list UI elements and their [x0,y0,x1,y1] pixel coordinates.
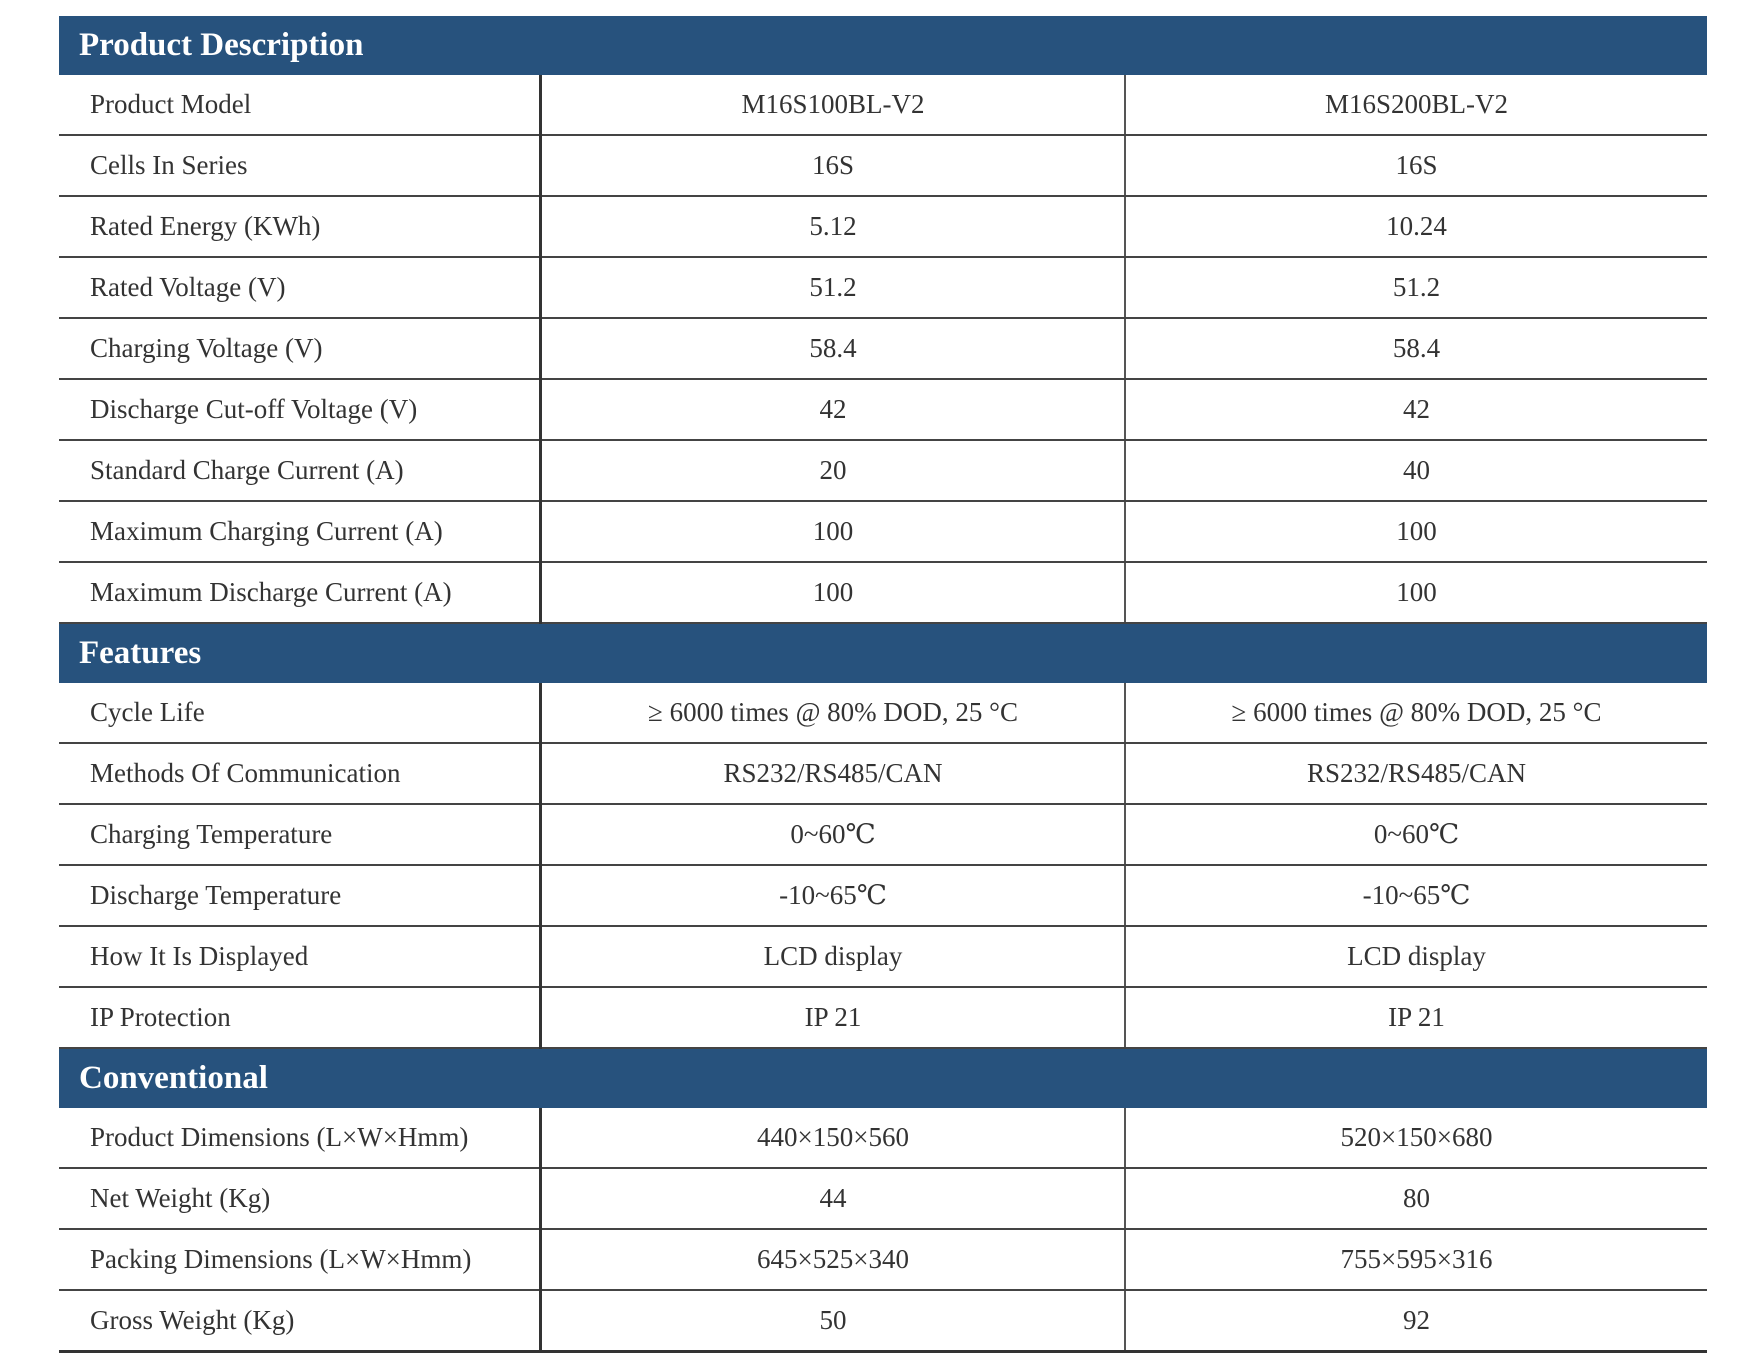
value-model-1: 5.12 [539,196,1126,258]
value-model-1: 44 [539,1168,1126,1230]
value-model-2: 58.4 [1125,318,1707,380]
value-model-1: -10~65℃ [539,865,1126,927]
table-row: Rated Voltage (V) 51.2 51.2 [59,257,1707,319]
value-model-2: 80 [1125,1168,1707,1230]
row-label: Gross Weight (Kg) [59,1290,541,1353]
value-model-1: IP 21 [539,987,1126,1049]
row-label: Net Weight (Kg) [59,1168,541,1230]
value-model-1: 0~60℃ [539,804,1126,866]
row-label: Product Dimensions (L×W×Hmm) [59,1108,541,1169]
section-header-conventional: Conventional [59,1048,1707,1108]
row-label: Cycle Life [59,683,541,744]
row-label: Standard Charge Current (A) [59,440,541,502]
row-label: Rated Energy (KWh) [59,196,541,258]
row-label: Rated Voltage (V) [59,257,541,319]
value-model-2: 51.2 [1125,257,1707,319]
row-label: Cells In Series [59,135,541,197]
value-model-2: 92 [1125,1290,1707,1353]
table-row: Cycle Life ≥ 6000 times @ 80% DOD, 25 °C… [59,683,1707,744]
value-model-1: 100 [539,501,1126,563]
table-row: Net Weight (Kg) 44 80 [59,1168,1707,1230]
value-model-1: 42 [539,379,1126,441]
row-label: Maximum Discharge Current (A) [59,562,541,624]
value-model-2: 42 [1125,379,1707,441]
value-model-2: 0~60℃ [1125,804,1707,866]
table-row: How It Is Displayed LCD display LCD disp… [59,926,1707,988]
value-model-2: 40 [1125,440,1707,502]
row-label: Maximum Charging Current (A) [59,501,541,563]
row-label: Charging Temperature [59,804,541,866]
value-model-1: 58.4 [539,318,1126,380]
value-model-2: 520×150×680 [1125,1108,1707,1169]
section-title: Product Description [59,16,1707,75]
value-model-1: 50 [539,1290,1126,1353]
row-label: Charging Voltage (V) [59,318,541,380]
value-model-1: 16S [539,135,1126,197]
table-row: Product Dimensions (L×W×Hmm) 440×150×560… [59,1108,1707,1169]
row-label: IP Protection [59,987,541,1049]
value-model-1: 20 [539,440,1126,502]
value-model-2: -10~65℃ [1125,865,1707,927]
table-row: Product Model M16S100BL-V2 M16S200BL-V2 [59,75,1707,136]
value-model-2: 100 [1125,501,1707,563]
value-model-1: ≥ 6000 times @ 80% DOD, 25 °C [539,683,1126,744]
table-row: Discharge Temperature -10~65℃ -10~65℃ [59,865,1707,927]
value-model-1: 51.2 [539,257,1126,319]
value-model-1: M16S100BL-V2 [539,75,1126,136]
table-row: Cells In Series 16S 16S [59,135,1707,197]
table-row: Charging Temperature 0~60℃ 0~60℃ [59,804,1707,866]
table-row: IP Protection IP 21 IP 21 [59,987,1707,1049]
row-label: How It Is Displayed [59,926,541,988]
section-title: Conventional [59,1048,1707,1108]
table-row: Discharge Cut-off Voltage (V) 42 42 [59,379,1707,441]
row-label: Product Model [59,75,541,136]
table-row: Standard Charge Current (A) 20 40 [59,440,1707,502]
table-row: Rated Energy (KWh) 5.12 10.24 [59,196,1707,258]
value-model-1: 645×525×340 [539,1229,1126,1291]
row-label: Packing Dimensions (L×W×Hmm) [59,1229,541,1291]
value-model-2: 16S [1125,135,1707,197]
value-model-1: RS232/RS485/CAN [539,743,1126,805]
value-model-2: RS232/RS485/CAN [1125,743,1707,805]
table-row: Charging Voltage (V) 58.4 58.4 [59,318,1707,380]
value-model-2: IP 21 [1125,987,1707,1049]
value-model-1: LCD display [539,926,1126,988]
row-label: Discharge Temperature [59,865,541,927]
spec-table: Product Description Product Model M16S10… [59,16,1707,1353]
value-model-2: M16S200BL-V2 [1125,75,1707,136]
value-model-1: 440×150×560 [539,1108,1126,1169]
value-model-2: 100 [1125,562,1707,624]
value-model-2: 755×595×316 [1125,1229,1707,1291]
value-model-2: 10.24 [1125,196,1707,258]
table-row: Packing Dimensions (L×W×Hmm) 645×525×340… [59,1229,1707,1291]
row-label: Methods Of Communication [59,743,541,805]
table-row: Methods Of Communication RS232/RS485/CAN… [59,743,1707,805]
table-row: Maximum Charging Current (A) 100 100 [59,501,1707,563]
value-model-2: ≥ 6000 times @ 80% DOD, 25 °C [1125,683,1707,744]
value-model-1: 100 [539,562,1126,624]
table-row: Maximum Discharge Current (A) 100 100 [59,562,1707,624]
section-header-features: Features [59,623,1707,683]
table-row: Gross Weight (Kg) 50 92 [59,1290,1707,1353]
section-header-product-description: Product Description [59,16,1707,75]
row-label: Discharge Cut-off Voltage (V) [59,379,541,441]
value-model-2: LCD display [1125,926,1707,988]
section-title: Features [59,623,1707,683]
